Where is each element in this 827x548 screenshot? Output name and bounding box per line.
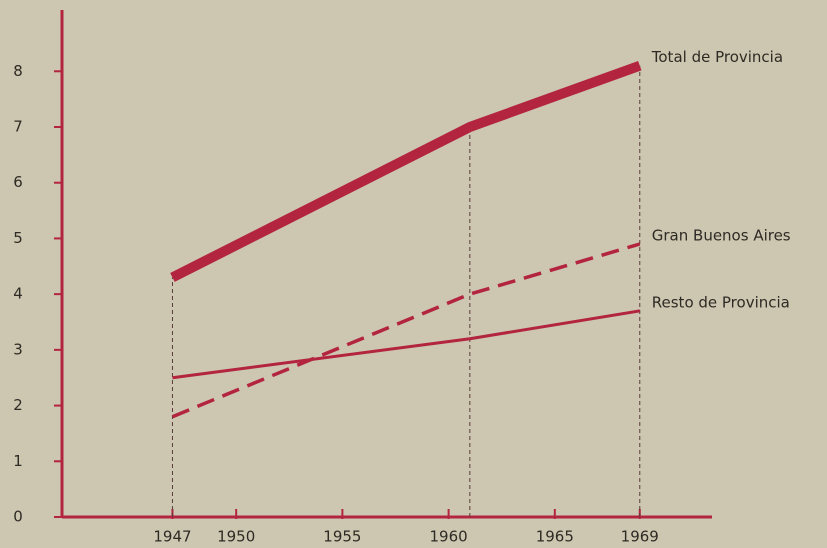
y-tick-label: 3: [13, 340, 23, 358]
series-line: [171, 242, 641, 419]
y-tick-label: 8: [13, 62, 23, 80]
x-tick-label: 1955: [323, 528, 361, 546]
y-tick-label: 5: [13, 229, 23, 247]
y-tick-label: 2: [13, 396, 23, 414]
x-tick-label: 1965: [536, 528, 574, 546]
series-label: Total de Provincia: [651, 48, 783, 66]
x-tick-label: 1960: [430, 528, 468, 546]
y-tick-label: 6: [13, 173, 23, 191]
series-label: Resto de Provincia: [652, 293, 790, 311]
y-tick-label: 4: [13, 285, 23, 303]
x-tick-label: 1950: [217, 528, 255, 546]
series-line: [172, 309, 641, 380]
series-label: Gran Buenos Aires: [652, 227, 791, 245]
y-tick-label: 0: [13, 508, 23, 526]
y-tick-label: 7: [13, 118, 23, 136]
x-tick-label: 1969: [621, 528, 659, 546]
series-line: [170, 61, 642, 282]
x-tick-label: 1947: [153, 528, 191, 546]
y-tick-label: 1: [13, 452, 23, 470]
